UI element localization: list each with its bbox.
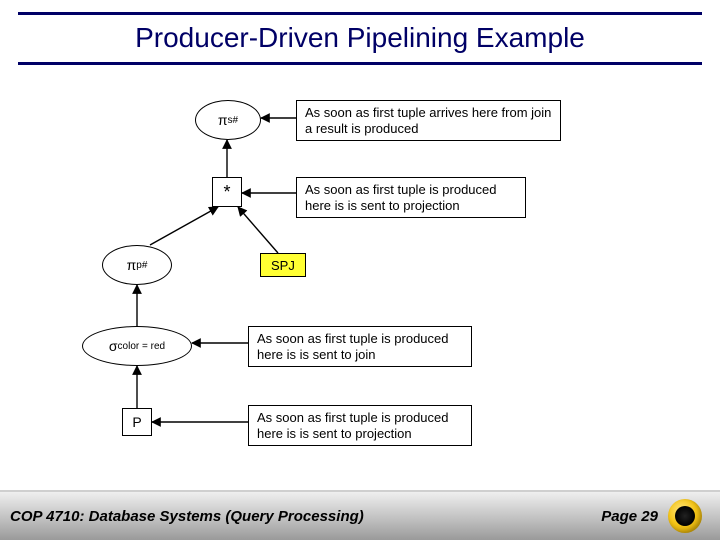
top-rule: [18, 12, 702, 15]
node-sigma: σcolor = red: [82, 326, 192, 366]
diagram-area: πs# * πp# σcolor = red P SPJ As soon as …: [0, 70, 720, 470]
page-title: Producer-Driven Pipelining Example: [0, 22, 720, 54]
footer-page: Page 29: [601, 508, 658, 525]
under-title-rule: [18, 62, 702, 65]
footer-bar: COP 4710: Database Systems (Query Proces…: [0, 490, 720, 540]
node-p: P: [122, 408, 152, 436]
footer-course: COP 4710: Database Systems (Query Proces…: [10, 508, 601, 525]
node-pi-p: πp#: [102, 245, 172, 285]
logo-icon: [668, 499, 702, 533]
note-1: As soon as first tuple arrives here from…: [296, 100, 561, 141]
note-3: As soon as first tuple is produced here …: [248, 326, 472, 367]
node-pi-s: πs#: [195, 100, 261, 140]
node-spj: SPJ: [260, 253, 306, 277]
note-2: As soon as first tuple is produced here …: [296, 177, 526, 218]
note-4: As soon as first tuple is produced here …: [248, 405, 472, 446]
node-join: *: [212, 177, 242, 207]
